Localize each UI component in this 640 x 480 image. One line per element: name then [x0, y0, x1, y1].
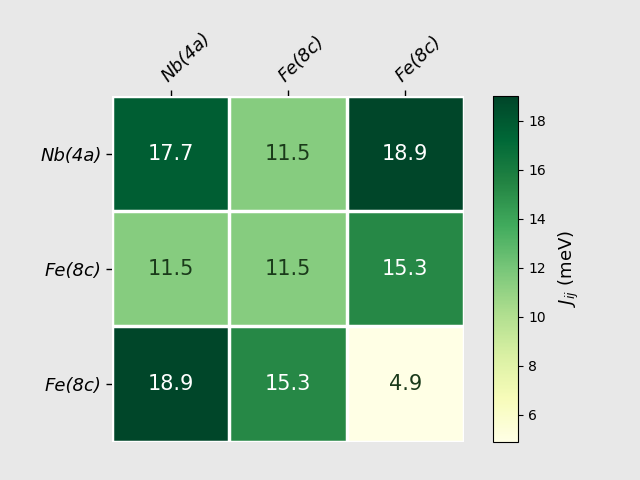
Text: 4.9: 4.9 — [388, 374, 422, 394]
Bar — [229, 211, 347, 326]
Text: 15.3: 15.3 — [382, 259, 429, 279]
Text: 11.5: 11.5 — [265, 144, 311, 164]
Bar — [112, 326, 229, 442]
Y-axis label: $J_{ij}$ (meV): $J_{ij}$ (meV) — [557, 230, 581, 307]
Bar — [347, 211, 464, 326]
Text: 17.7: 17.7 — [147, 144, 194, 164]
Bar — [347, 96, 464, 211]
Bar — [347, 326, 464, 442]
Text: 18.9: 18.9 — [147, 374, 194, 394]
Bar — [229, 326, 347, 442]
Text: 18.9: 18.9 — [382, 144, 429, 164]
Bar — [229, 96, 347, 211]
Text: 11.5: 11.5 — [147, 259, 194, 279]
Bar — [112, 211, 229, 326]
Bar — [112, 96, 229, 211]
Text: 11.5: 11.5 — [265, 259, 311, 279]
Text: 15.3: 15.3 — [265, 374, 311, 394]
